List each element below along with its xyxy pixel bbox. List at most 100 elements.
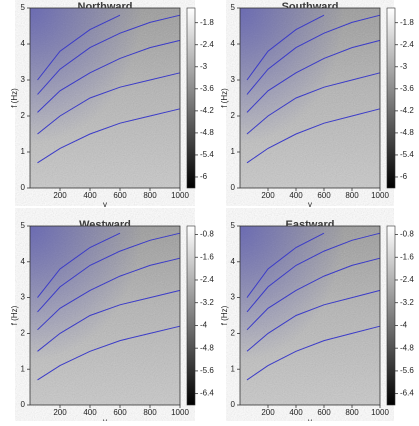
y-tick-label: 0 [21,400,26,409]
mode-curve [246,72,381,135]
x-tick-label: 1000 [371,408,389,417]
mode-curve [246,14,381,95]
mode-curve [37,108,181,164]
colorbar [386,225,396,406]
x-tick-label: 1000 [171,191,189,200]
mode-curve [37,325,181,381]
colorbar-tick-label: -0.8 [200,230,214,239]
x-axis-label: v [308,417,312,421]
heatmap-blue-tint [240,226,380,405]
y-tick-label: 5 [21,3,26,12]
colorbar-tick-label: -4.2 [200,106,214,115]
x-tick-label: 200 [261,408,275,417]
x-tick-label: 400 [289,408,303,417]
y-tick-label: 2 [231,329,236,338]
x-tick-label: 1000 [171,408,189,417]
colorbar-tick-label: -5.4 [200,150,214,159]
x-tick-label: 400 [83,191,97,200]
x-tick-label: 400 [83,408,97,417]
y-axis-label: f (Hz) [10,88,19,108]
y-tick-label: 2 [231,111,236,120]
mode-curve [246,232,381,313]
x-tick-label: 600 [113,408,127,417]
colorbar-tick-label: -3.6 [400,84,414,93]
colorbar-tick-label: -1.6 [400,252,414,261]
y-tick-label: 3 [21,293,26,302]
x-axis-label: v [103,200,107,209]
y-tick-label: 1 [231,364,236,373]
colorbar-tick-label: -3 [200,62,208,71]
plot-frame [239,225,381,406]
colorbar-tick-label: -4.8 [400,128,414,137]
x-tick-label: 200 [261,191,275,200]
colorbar-tick-label: -1.6 [200,252,214,261]
heatmap-blue-tint [240,8,380,188]
y-tick-label: 2 [21,111,26,120]
colorbar-tick-label: -0.8 [400,230,414,239]
colorbar-tick-label: -3.2 [400,298,414,307]
colorbar-tick-label: -4.8 [200,128,214,137]
colorbar-tick-label: -4.8 [200,343,214,352]
x-tick-label: 200 [53,191,67,200]
mode-curve [37,72,181,135]
y-tick-label: 2 [21,329,26,338]
colorbar-tick-label: -3.6 [200,84,214,93]
y-axis-label: f (Hz) [220,305,229,325]
heatmap-blue-tint [30,8,180,188]
colorbar-tick-label: -5.4 [400,150,414,159]
colorbar-tick-label: -6 [400,172,408,181]
y-tick-label: 3 [231,293,236,302]
y-tick-label: 0 [21,183,26,192]
x-tick-label: 800 [143,191,157,200]
y-tick-label: 0 [231,183,236,192]
mode-curve [246,14,325,81]
colorbar-tick-label: -1.8 [400,18,414,27]
y-tick-label: 5 [21,221,26,230]
y-tick-label: 4 [21,257,26,266]
y-tick-label: 0 [231,400,236,409]
colorbar-tick-label: -3.2 [200,298,214,307]
mode-curve [246,39,381,113]
x-axis-label: v [308,200,312,209]
y-tick-label: 1 [21,147,26,156]
colorbar-tick-label: -6 [200,172,208,181]
mode-curve [37,232,181,313]
colorbar-tick-label: -5.6 [200,366,214,375]
y-tick-label: 1 [21,364,26,373]
y-axis-label: f (Hz) [10,305,19,325]
mode-curve [37,289,181,352]
colorbar-tick-label: -4.2 [400,106,414,115]
x-tick-label: 200 [53,408,67,417]
mode-curve [246,289,381,352]
colorbar [186,7,196,189]
mode-curve [37,39,181,113]
colorbar [186,225,196,406]
y-tick-label: 4 [21,39,26,48]
colorbar-tick-label: -4.8 [400,343,414,352]
mode-curve [246,325,381,381]
colorbar-tick-label: -2.4 [200,40,214,49]
colorbar-tick-label: -6.4 [400,389,414,398]
y-tick-label: 3 [231,75,236,84]
heatmap-blue-tint [30,226,180,405]
mode-curve [246,108,381,164]
colorbar-tick-label: -4 [400,321,408,330]
y-tick-label: 4 [231,39,236,48]
colorbar-tick-label: -1.8 [200,18,214,27]
y-tick-label: 1 [231,147,236,156]
colorbar-tick-label: -2.4 [200,275,214,284]
x-tick-label: 1000 [371,191,389,200]
plot-frame [29,225,181,406]
y-tick-label: 3 [21,75,26,84]
colorbar-tick-label: -2.4 [400,275,414,284]
x-axis-label: v [103,417,107,421]
mode-curve [37,14,181,95]
colorbar-tick-label: -2.4 [400,40,414,49]
colorbar-tick-label: -6.4 [200,389,214,398]
mode-curve [37,232,121,298]
x-tick-label: 600 [317,191,331,200]
x-tick-label: 400 [289,191,303,200]
x-tick-label: 800 [143,408,157,417]
colorbar-tick-label: -3 [400,62,408,71]
